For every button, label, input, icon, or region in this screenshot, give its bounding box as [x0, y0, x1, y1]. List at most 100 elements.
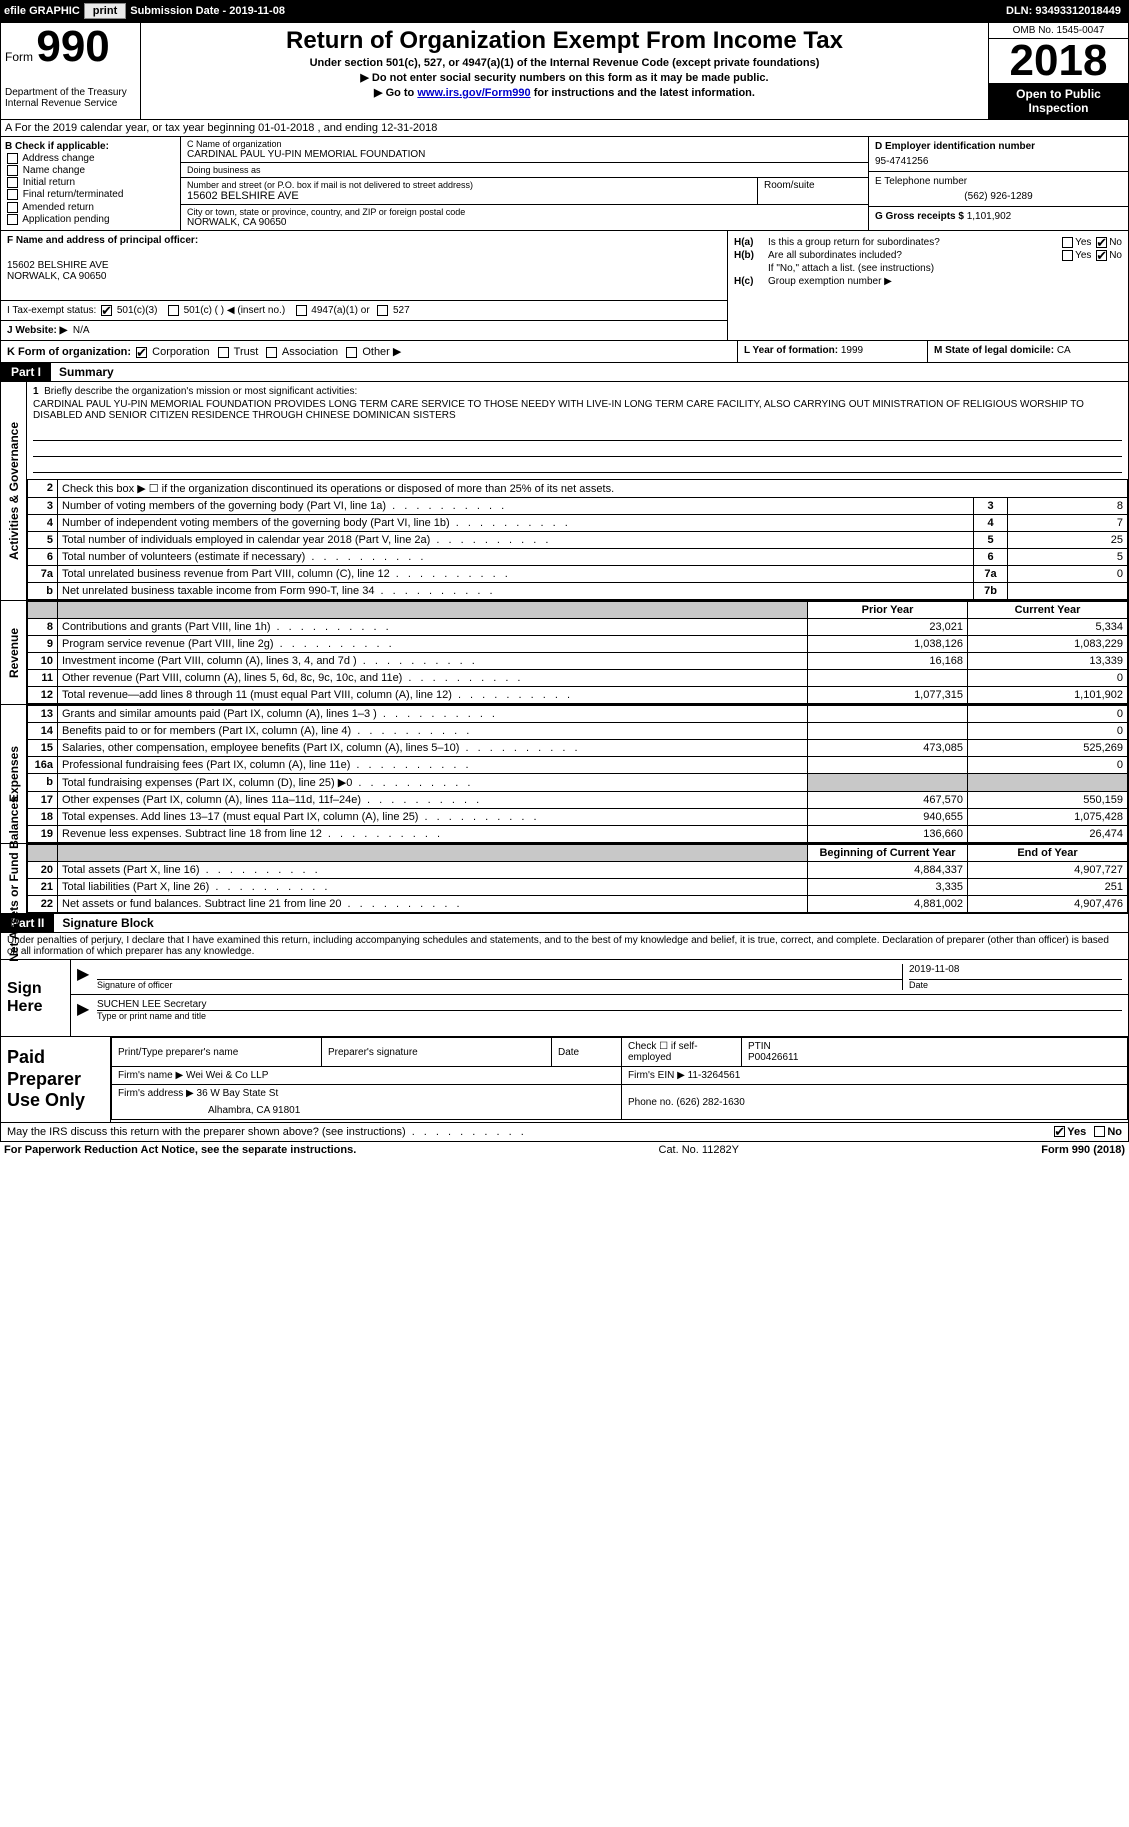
dept-treasury: Department of the Treasury: [5, 87, 136, 98]
arrow-1: ▶ Do not enter social security numbers o…: [149, 71, 980, 84]
box-h: H(a) Is this a group return for subordin…: [728, 231, 1128, 340]
i-label: I Tax-exempt status:: [7, 305, 96, 316]
chk-amended[interactable]: Amended return: [5, 202, 176, 213]
table-row: 7aTotal unrelated business revenue from …: [28, 566, 1128, 583]
part1-header: Part I Summary: [0, 363, 1129, 382]
city-label: City or town, state or province, country…: [187, 207, 862, 217]
ha-yes[interactable]: [1062, 237, 1073, 248]
footer-center: Cat. No. 11282Y: [356, 1144, 1041, 1156]
perjury-declaration: Under penalties of perjury, I declare th…: [0, 933, 1129, 960]
chk-527[interactable]: [377, 305, 388, 316]
table-row: 21Total liabilities (Part X, line 26)3,3…: [28, 879, 1128, 896]
footer-right: Form 990 (2018): [1041, 1144, 1125, 1156]
table-row: 9Program service revenue (Part VIII, lin…: [28, 636, 1128, 653]
chk-address-change[interactable]: Address change: [5, 153, 176, 164]
officer-name-label: Type or print name and title: [97, 1011, 1122, 1021]
print-button[interactable]: print: [84, 3, 126, 19]
arrow2-pre: ▶ Go to: [374, 87, 417, 99]
form-number: 990: [36, 22, 109, 71]
ein-label: D Employer identification number: [875, 141, 1122, 152]
table-row: 4Number of independent voting members of…: [28, 515, 1128, 532]
table-row: 5Total number of individuals employed in…: [28, 532, 1128, 549]
chk-trust[interactable]: [218, 347, 229, 358]
preparer-row2: Firm's name ▶ Wei Wei & Co LLP Firm's EI…: [112, 1067, 1128, 1085]
chk-final-return[interactable]: Final return/terminated: [5, 189, 176, 200]
part2-title: Signature Block: [54, 914, 161, 932]
revenue-table: Prior Year Current Year 8Contributions a…: [27, 601, 1128, 704]
tax-year: 2018: [989, 39, 1128, 83]
vert-revenue: Revenue: [1, 601, 27, 704]
blank-line-2: [33, 443, 1122, 457]
chk-assoc[interactable]: [266, 347, 277, 358]
chk-other[interactable]: [346, 347, 357, 358]
discuss-yes[interactable]: [1054, 1126, 1065, 1137]
discuss-text: May the IRS discuss this return with the…: [7, 1126, 527, 1138]
q1-no: 1: [33, 386, 39, 397]
ha-no[interactable]: [1096, 237, 1107, 248]
c-name-label: C Name of organization: [187, 139, 862, 149]
box-m: M State of legal domicile: CA: [928, 341, 1128, 362]
form-head-left: Form 990 Department of the Treasury Inte…: [1, 23, 141, 119]
table-row: 15Salaries, other compensation, employee…: [28, 740, 1128, 757]
table-row: 16aProfessional fundraising fees (Part I…: [28, 757, 1128, 774]
preparer-block: Paid Preparer Use Only Print/Type prepar…: [0, 1037, 1129, 1123]
table-row: 12Total revenue—add lines 8 through 11 (…: [28, 687, 1128, 704]
table-row: 10Investment income (Part VIII, column (…: [28, 653, 1128, 670]
sign-here-block: Sign Here ▶ Signature of officer 2019-11…: [0, 960, 1129, 1037]
box-k: K Form of organization: Corporation Trus…: [1, 341, 738, 362]
ptin-value: P00426611: [748, 1052, 1121, 1063]
arrow-2: ▶ Go to www.irs.gov/Form990 for instruct…: [149, 86, 980, 99]
ptin-label: PTIN: [748, 1041, 1121, 1052]
dln-lbl: DLN:: [1006, 5, 1035, 17]
chk-corp[interactable]: [136, 347, 147, 358]
sign-arrow-icon: ▶: [77, 964, 97, 990]
chk-app-pending[interactable]: Application pending: [5, 214, 176, 225]
hb-yes[interactable]: [1062, 250, 1073, 261]
arrow2-post: for instructions and the latest informat…: [531, 87, 755, 99]
dept-irs: Internal Revenue Service: [5, 98, 136, 109]
chk-name-change[interactable]: Name change: [5, 165, 176, 176]
table-row: 3Number of voting members of the governi…: [28, 498, 1128, 515]
hb-no[interactable]: [1096, 250, 1107, 261]
prep-selfemp: Check ☐ if self-employed: [622, 1038, 742, 1067]
k-label: K Form of organization:: [7, 346, 131, 358]
chk-initial-return[interactable]: Initial return: [5, 177, 176, 188]
f-line2: NORWALK, CA 90650: [7, 271, 721, 282]
box-c: C Name of organization CARDINAL PAUL YU-…: [181, 137, 868, 230]
box-l: L Year of formation: 1999: [738, 341, 928, 362]
table-row: 13Grants and similar amounts paid (Part …: [28, 706, 1128, 723]
hb-label: H(b): [734, 250, 768, 261]
begin-year-head: Beginning of Current Year: [808, 845, 968, 862]
signature-line[interactable]: [97, 964, 902, 980]
discuss-no[interactable]: [1094, 1126, 1105, 1137]
current-year-head: Current Year: [968, 602, 1128, 619]
city-value: NORWALK, CA 90650: [187, 217, 862, 228]
mission-text: CARDINAL PAUL YU-PIN MEMORIAL FOUNDATION…: [33, 399, 1122, 421]
irs-link[interactable]: www.irs.gov/Form990: [417, 87, 530, 99]
table-row: 18Total expenses. Add lines 13–17 (must …: [28, 809, 1128, 826]
table-row: 8Contributions and grants (Part VIII, li…: [28, 619, 1128, 636]
hc-text: Group exemption number ▶: [768, 276, 1122, 287]
table-row: 19Revenue less expenses. Subtract line 1…: [28, 826, 1128, 843]
box-b-label: B Check if applicable:: [5, 141, 176, 152]
end-year-head: End of Year: [968, 845, 1128, 862]
chk-501c[interactable]: [168, 305, 179, 316]
firm-addr1: 36 W Bay State St: [197, 1088, 279, 1099]
table-row: 11Other revenue (Part VIII, column (A), …: [28, 670, 1128, 687]
form-head: Form 990 Department of the Treasury Inte…: [0, 22, 1129, 120]
efile-label: efile GRAPHIC: [4, 5, 80, 17]
box-j: J Website: ▶ N/A: [1, 321, 727, 340]
chk-501c3[interactable]: [101, 305, 112, 316]
top-bar: efile GRAPHIC print Submission Date - 20…: [0, 0, 1129, 22]
net-assets-section: Net Assets or Fund Balances Beginning of…: [0, 844, 1129, 914]
prep-name-label: Print/Type preparer's name: [112, 1038, 322, 1067]
chk-4947[interactable]: [296, 305, 307, 316]
submission-date-label: Submission Date - 2019-11-08: [130, 5, 285, 17]
j-value: N/A: [73, 325, 90, 336]
sign-arrow-icon-2: ▶: [77, 999, 97, 1021]
prep-sig-label: Preparer's signature: [322, 1038, 552, 1067]
section-fhi: F Name and address of principal officer:…: [0, 231, 1129, 341]
sign-date-label: Date: [909, 980, 1122, 990]
preparer-row3: Firm's address ▶ 36 W Bay State St Alham…: [112, 1085, 1128, 1120]
table-row: 17Other expenses (Part IX, column (A), l…: [28, 792, 1128, 809]
